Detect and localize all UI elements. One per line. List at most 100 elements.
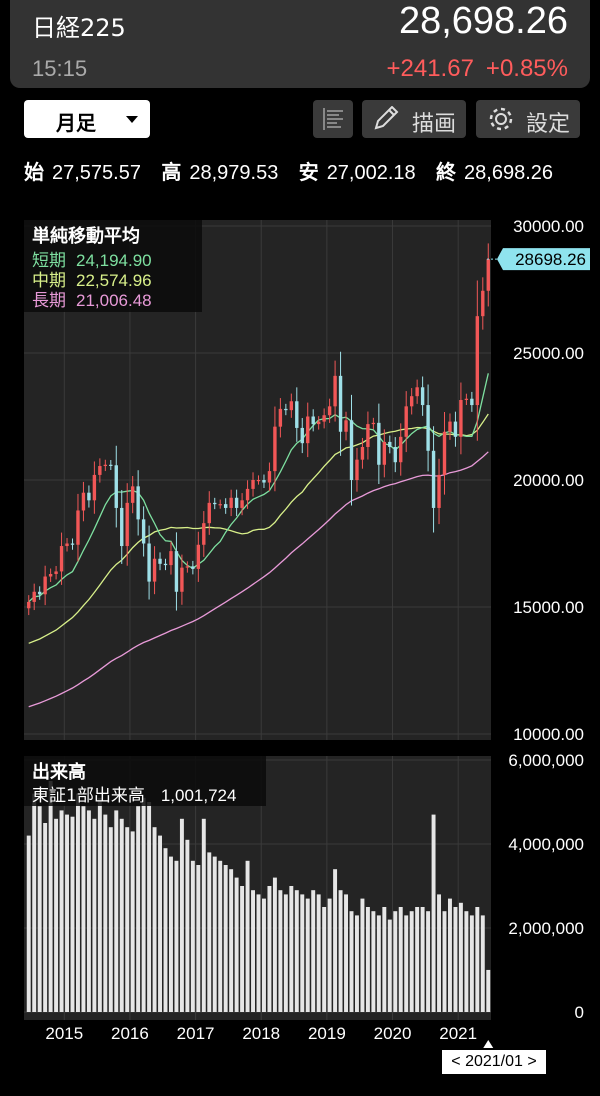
volume-bar <box>426 911 431 1012</box>
candle-body <box>349 420 354 480</box>
x-tick-label: 2021 <box>439 1024 477 1043</box>
price-tick-label: 30000.00 <box>513 217 584 236</box>
candle-body <box>81 492 86 511</box>
date-cursor-badge[interactable]: < 2021/01 > <box>442 1050 546 1074</box>
low-label: 安 <box>298 160 319 184</box>
chevron-down-icon <box>126 116 138 123</box>
candle-body <box>273 426 277 472</box>
candle-body <box>196 544 201 569</box>
volume-bar <box>108 827 113 1012</box>
volume-bar <box>65 814 69 1012</box>
candle-body <box>316 421 321 425</box>
volume-bar <box>294 890 299 1012</box>
volume-bar <box>349 911 354 1012</box>
candle-body <box>251 480 255 489</box>
settings-button[interactable]: 設定 <box>476 100 580 138</box>
volume-bar <box>486 969 491 1012</box>
candle-body <box>147 543 151 582</box>
candle-body <box>360 446 365 460</box>
volume-bar <box>152 827 157 1012</box>
candle-body <box>393 446 397 463</box>
open-value: 27,575.57 <box>52 162 141 184</box>
candle-body <box>37 591 42 595</box>
candle-body <box>229 497 233 508</box>
candle-body <box>191 566 195 569</box>
volume-tick-label: 2,000,000 <box>508 919 584 938</box>
close-value: 28,698.26 <box>464 162 554 184</box>
ma-long-value: 21,006.48 <box>76 291 152 310</box>
candle-body <box>163 563 168 566</box>
open-label: 始 <box>24 160 44 184</box>
volume-bar <box>212 856 217 1012</box>
candle-body <box>453 421 458 437</box>
candle-body <box>207 502 211 524</box>
candle-body <box>43 576 47 595</box>
volume-tick-label: 0 <box>575 1003 584 1022</box>
current-price-tag <box>497 248 590 271</box>
candle-body <box>109 464 113 466</box>
price-tick-label: 25000.00 <box>513 344 584 363</box>
volume-bar <box>201 818 206 1012</box>
candle-body <box>284 408 288 411</box>
volume-bar <box>387 919 392 1012</box>
volume-bar <box>207 852 212 1012</box>
volume-legend-title: 出来高 <box>32 762 86 783</box>
candle-body <box>475 316 480 406</box>
candle-body <box>87 492 91 501</box>
candle-body <box>48 573 53 577</box>
volume-legend-row: 東証1部出来高 1,001,724 <box>32 781 236 806</box>
candle-body <box>125 502 129 547</box>
current-price: 28,698.26 <box>398 0 568 42</box>
x-tick-label: 2020 <box>374 1024 412 1043</box>
high-label: 高 <box>161 160 182 184</box>
candle-body <box>240 500 244 508</box>
candle-body <box>295 401 299 428</box>
volume-label: 東証1部出来高 <box>32 786 145 806</box>
ma-short-label: 短期 <box>32 251 66 270</box>
candle-body <box>152 558 157 582</box>
volume-bar <box>393 911 398 1012</box>
volume-bar <box>141 797 146 1012</box>
draw-button[interactable]: 描画 <box>362 100 466 138</box>
volume-bar <box>256 894 261 1012</box>
volume-bar <box>130 831 135 1012</box>
volume-bar <box>338 890 343 1012</box>
volume-bar <box>300 894 305 1012</box>
period-dropdown[interactable]: 月足 <box>24 100 150 138</box>
candle-body <box>448 421 452 432</box>
volume-bar <box>272 877 277 1012</box>
pencil-icon <box>374 106 399 130</box>
volume-bar <box>316 894 321 1012</box>
volume-bar <box>415 907 420 1012</box>
moving-average-legend: 単純移動平均 短期 24,194.90 中期 22,574.96 長期 21,006.… <box>24 220 202 312</box>
volume-bar <box>382 907 387 1012</box>
volume-bar <box>54 818 59 1012</box>
volume-bar <box>398 907 403 1012</box>
volume-bar <box>234 877 239 1012</box>
indicator-list-button[interactable] <box>313 100 353 138</box>
volume-bar <box>229 869 234 1012</box>
volume-bar <box>114 810 119 1012</box>
volume-bar <box>223 865 228 1012</box>
volume-bar <box>469 915 474 1012</box>
candle-body <box>32 591 36 602</box>
settings-button-label: 設定 <box>526 112 571 137</box>
candle-body <box>415 387 419 397</box>
candle-body <box>169 551 173 566</box>
quote-time: 15:15 <box>32 56 88 81</box>
candle-body <box>245 488 250 501</box>
candle-body <box>388 441 392 447</box>
ma-mid-label: 中期 <box>32 271 66 290</box>
ma-short-value: 24,194.90 <box>76 251 152 270</box>
candle-body <box>481 290 485 317</box>
close-label: 終 <box>436 160 457 184</box>
candle-body <box>76 510 80 545</box>
candle-body <box>59 546 64 572</box>
volume-bar <box>420 907 425 1012</box>
candle-body <box>420 387 425 406</box>
price-tick-label: 20000.00 <box>513 471 584 490</box>
volume-bar <box>92 818 97 1012</box>
volume-bar <box>458 902 463 1012</box>
list-icon <box>323 108 343 130</box>
